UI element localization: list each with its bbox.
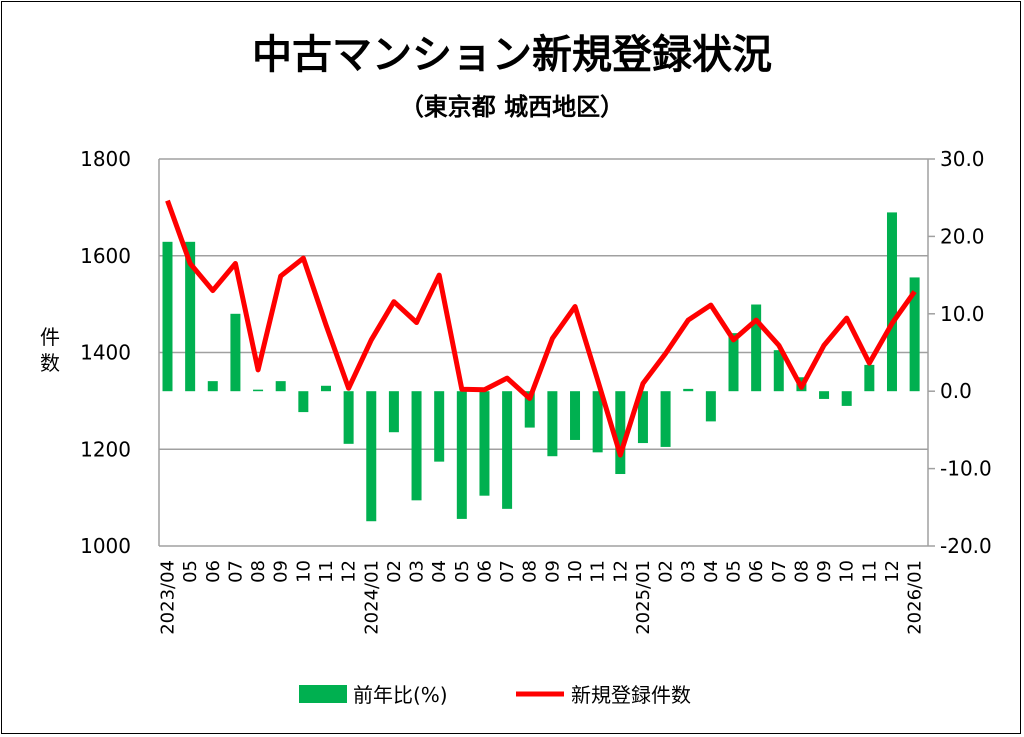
x-tick-label: 06	[474, 560, 495, 583]
left-tick-label: 1200	[80, 437, 131, 461]
bar	[864, 364, 875, 392]
bar	[570, 391, 581, 440]
x-tick-label: 2025/01	[633, 560, 654, 635]
x-tick-label: 2023/04	[158, 560, 179, 635]
bar	[388, 391, 399, 433]
bar	[411, 391, 422, 501]
bar	[547, 391, 558, 457]
x-tick-label: 2024/01	[361, 560, 382, 635]
bars	[162, 212, 920, 522]
x-tick-label: 07	[769, 560, 790, 583]
bar	[683, 388, 694, 392]
legend-label-line: 新規登録件数	[571, 683, 691, 707]
x-tick-label: 11	[859, 560, 880, 583]
x-tick-label: 03	[678, 560, 699, 583]
x-tick-label: 08	[791, 560, 812, 583]
bar	[298, 391, 309, 413]
bar	[592, 391, 603, 453]
y-axis-label-char: 件	[40, 325, 60, 349]
bar	[253, 389, 264, 392]
x-tick-label: 09	[542, 560, 563, 583]
bar	[185, 241, 196, 392]
x-tick-label: 09	[814, 560, 835, 583]
x-tick-label: 10	[293, 560, 314, 583]
axes	[158, 158, 935, 547]
gridlines	[159, 158, 928, 547]
right-tick-label: -10.0	[940, 457, 992, 481]
x-tick-label: 06	[203, 560, 224, 583]
x-tick-label: 08	[520, 560, 541, 583]
bar	[207, 381, 218, 392]
bar	[773, 350, 784, 392]
bar	[456, 391, 467, 519]
bar	[909, 277, 920, 392]
bar	[502, 391, 513, 509]
x-tick-label: 04	[701, 560, 722, 583]
bar	[728, 333, 739, 392]
tick-labels: 1000 1200 1400 1600 1800 -20.0 -10.0 0.0 10.0 20.…	[40, 147, 992, 635]
bar	[751, 304, 762, 392]
left-tick-label: 1600	[80, 244, 131, 268]
x-tick-label: 10	[837, 560, 858, 583]
x-tick-label: 05	[452, 560, 473, 583]
x-tick-label: 11	[316, 560, 337, 583]
x-tick-label: 04	[429, 560, 450, 583]
x-tick-label: 08	[248, 560, 269, 583]
y-axis-label-char: 数	[40, 351, 60, 375]
x-tick-label: 06	[746, 560, 767, 583]
line-series	[165, 199, 917, 458]
x-tick-label: 07	[225, 560, 246, 583]
bar	[320, 385, 331, 392]
x-tick-label: 02	[384, 560, 405, 583]
bar	[615, 391, 626, 475]
x-tick-label: 12	[339, 560, 360, 583]
bar	[366, 391, 377, 522]
bar	[275, 381, 286, 392]
bar	[660, 391, 671, 447]
legend: 前年比(%) 新規登録件数	[299, 683, 691, 707]
x-tick-label: 09	[271, 560, 292, 583]
bar	[886, 212, 897, 392]
left-tick-label: 1400	[80, 341, 131, 365]
right-tick-label: 20.0	[940, 224, 985, 248]
left-tick-label: 1000	[80, 534, 131, 558]
right-tick-label: -20.0	[940, 534, 992, 558]
right-tick-label: 30.0	[940, 147, 985, 171]
legend-swatch-bar	[299, 685, 347, 703]
bar	[434, 391, 445, 462]
chart-title: 中古マンション新規登録状況	[252, 32, 772, 78]
x-tick-label: 12	[610, 560, 631, 583]
bar	[230, 313, 241, 392]
x-tick-label: 12	[882, 560, 903, 583]
line-path	[165, 199, 917, 458]
bar	[819, 391, 830, 399]
right-tick-label: 0.0	[940, 379, 972, 403]
bar	[841, 391, 852, 406]
bar	[637, 391, 648, 444]
left-tick-label: 1800	[80, 147, 131, 171]
x-tick-label: 02	[656, 560, 677, 583]
x-tick-label: 05	[724, 560, 745, 583]
x-tick-label: 11	[588, 560, 609, 583]
right-tick-label: 10.0	[940, 302, 985, 326]
x-tick-label: 10	[565, 560, 586, 583]
chart-subtitle: （東京都 城西地区）	[400, 93, 624, 121]
bar	[343, 391, 354, 444]
bar	[479, 391, 490, 496]
legend-label-bar: 前年比(%)	[353, 683, 448, 707]
bar	[705, 391, 716, 422]
x-tick-label: 07	[497, 560, 518, 583]
bar	[162, 241, 173, 392]
x-tick-label: 03	[407, 560, 428, 583]
x-tick-label: 2026/01	[905, 560, 926, 635]
x-tick-label: 05	[180, 560, 201, 583]
bar	[524, 391, 535, 428]
